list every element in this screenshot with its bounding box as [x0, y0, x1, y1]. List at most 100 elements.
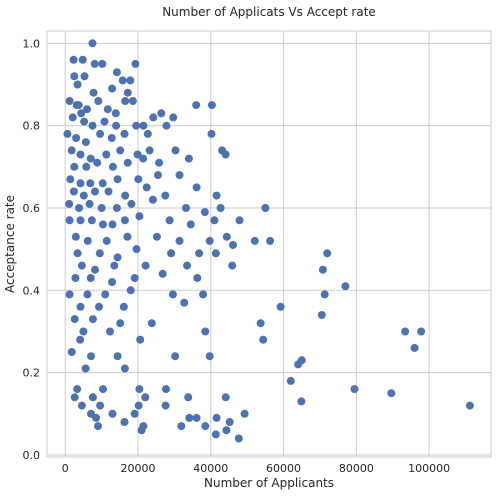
data-point [256, 319, 265, 328]
data-point [88, 39, 97, 48]
data-point [133, 150, 142, 159]
data-point [465, 401, 474, 410]
data-point [116, 319, 125, 328]
data-point [205, 236, 214, 245]
data-point [175, 171, 184, 180]
data-point [130, 409, 139, 418]
data-point [108, 409, 117, 418]
data-point [113, 352, 122, 361]
data-point [79, 191, 88, 200]
data-point [175, 236, 184, 245]
data-point [102, 236, 111, 245]
data-point [184, 154, 193, 163]
data-point [234, 434, 243, 443]
data-point [123, 88, 132, 97]
data-point [102, 150, 111, 159]
data-point [141, 261, 150, 270]
data-point [139, 154, 148, 163]
data-point [228, 261, 237, 270]
data-point [112, 68, 121, 77]
data-point [171, 352, 180, 361]
data-point [216, 204, 225, 212]
data-point [66, 175, 75, 184]
data-point [67, 146, 76, 155]
y-tick-label: 0.4 [23, 284, 41, 297]
data-point [169, 113, 178, 122]
data-point [210, 216, 219, 225]
data-point [69, 187, 78, 196]
data-point [65, 97, 74, 105]
data-point [261, 204, 270, 212]
data-point [70, 315, 79, 324]
data-point [112, 121, 121, 130]
data-point [167, 249, 176, 258]
data-point [86, 154, 95, 163]
data-point [65, 216, 74, 225]
data-point [99, 220, 107, 229]
data-point [77, 401, 86, 410]
data-point [89, 88, 98, 97]
data-point [205, 352, 214, 361]
data-point [221, 393, 230, 402]
data-point [72, 101, 81, 110]
data-point [70, 72, 79, 81]
data-point [97, 204, 106, 212]
data-point [192, 413, 201, 422]
data-point [154, 171, 162, 180]
data-point [67, 348, 76, 356]
scatter-points [63, 39, 474, 443]
data-point [157, 109, 166, 118]
data-point [119, 302, 128, 311]
data-point [85, 199, 94, 208]
data-point [94, 97, 103, 105]
plot-frame [46, 30, 492, 458]
data-point [99, 385, 107, 394]
data-point [171, 146, 180, 155]
data-point [87, 216, 96, 225]
data-point [120, 364, 129, 373]
data-point [63, 129, 72, 138]
data-point [155, 158, 164, 167]
data-point [165, 216, 174, 225]
y-tick-label: 0.0 [23, 449, 41, 462]
data-point [186, 220, 195, 229]
data-point [71, 274, 80, 282]
data-point [417, 327, 426, 336]
y-tick-label: 0.6 [23, 202, 41, 215]
data-point [323, 249, 332, 258]
data-point [107, 134, 116, 142]
data-point [77, 109, 86, 118]
data-point [70, 393, 79, 402]
x-tick-label: 0 [62, 462, 69, 475]
data-point [108, 84, 117, 93]
data-point [95, 302, 103, 311]
data-point [143, 129, 152, 138]
data-point [235, 216, 244, 225]
x-tick-label: 20000 [120, 462, 155, 475]
data-point [108, 278, 117, 287]
data-point [250, 236, 259, 245]
data-point [88, 393, 97, 402]
data-point [120, 216, 129, 225]
data-point [72, 134, 81, 142]
data-point [161, 401, 170, 410]
data-point [147, 319, 156, 328]
data-point [128, 97, 137, 105]
data-point [92, 413, 101, 422]
data-point [73, 385, 82, 394]
data-point [158, 269, 167, 278]
data-point [294, 360, 303, 369]
data-point [137, 426, 146, 435]
data-point [161, 191, 170, 200]
data-point [120, 418, 129, 426]
data-point [88, 315, 97, 324]
data-point [103, 105, 112, 114]
data-point [130, 274, 139, 282]
data-point [141, 393, 150, 402]
data-point [259, 335, 268, 344]
data-point [266, 236, 275, 245]
data-point [162, 121, 171, 130]
data-point [318, 265, 327, 274]
data-point [132, 121, 141, 130]
